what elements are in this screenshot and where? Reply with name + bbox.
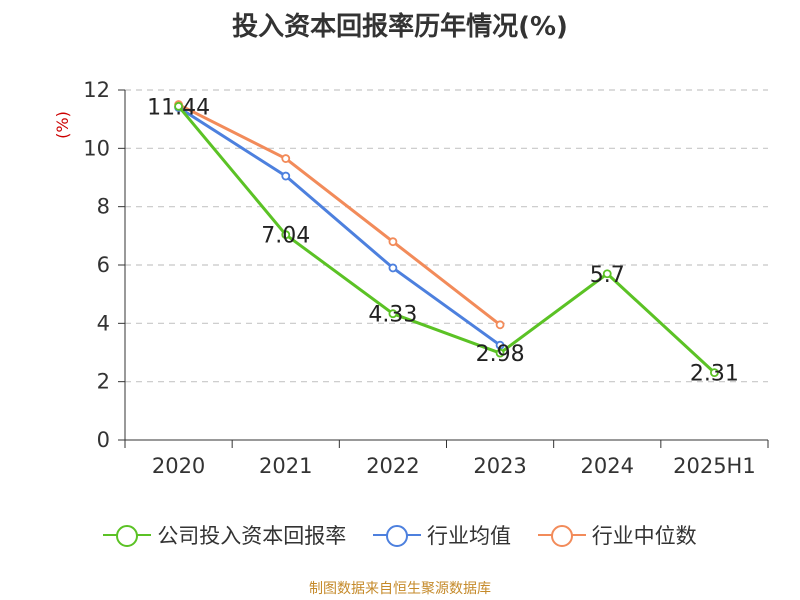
data-point bbox=[174, 101, 183, 111]
data-point bbox=[710, 368, 719, 378]
legend: 公司投入资本回报率 行业均值 行业中位数 bbox=[0, 520, 800, 552]
legend-label: 行业中位数 bbox=[591, 524, 697, 548]
data-label: 7.04 bbox=[261, 224, 310, 249]
legend-label: 公司投入资本回报率 bbox=[157, 524, 347, 548]
data-point bbox=[388, 309, 398, 319]
legend-marker-icon bbox=[373, 523, 421, 547]
data-label: 4.33 bbox=[368, 303, 417, 328]
data-point bbox=[495, 348, 505, 358]
data-point bbox=[281, 171, 291, 181]
data-source-note: 制图数据来自恒生聚源数据库 bbox=[309, 581, 491, 597]
data-label: 5.7 bbox=[590, 263, 625, 288]
legend-label: 行业均值 bbox=[427, 524, 511, 548]
y-axis-label: (%) bbox=[53, 111, 72, 139]
data-point bbox=[495, 320, 505, 330]
y-tick-label: 6 bbox=[97, 253, 110, 277]
y-tick-label: 2 bbox=[97, 370, 110, 394]
legend-marker-icon bbox=[537, 523, 586, 547]
y-tick-label: 8 bbox=[97, 195, 110, 219]
data-point bbox=[281, 230, 291, 240]
series-line bbox=[177, 103, 502, 326]
chart-title: 投入资本回报率历年情况(%) bbox=[232, 12, 568, 42]
series-line bbox=[177, 105, 716, 374]
x-tick-label: 2025H1 bbox=[673, 454, 756, 478]
x-tick-label: 2021 bbox=[259, 454, 312, 478]
legend-item-industry-mean[interactable]: 行业均值 bbox=[373, 520, 511, 550]
data-point bbox=[388, 237, 398, 247]
series-line bbox=[177, 106, 501, 347]
y-tick-label: 0 bbox=[97, 428, 110, 452]
series-lines bbox=[174, 100, 719, 378]
axes: 0 2 4 6 8 10 12 2020 2021 2022 2023 2024 2025H1 (%) bbox=[53, 78, 769, 478]
data-label: 2.98 bbox=[476, 342, 525, 367]
legend-item-company-roic[interactable]: 公司投入资本回报率 bbox=[103, 520, 346, 550]
y-tick-label: 10 bbox=[83, 136, 110, 160]
x-tick-label: 2023 bbox=[473, 454, 526, 478]
data-label: 11.44 bbox=[147, 95, 210, 120]
y-tick-label: 12 bbox=[83, 78, 110, 102]
y-tick-label: 4 bbox=[97, 311, 110, 335]
x-tick-label: 2024 bbox=[581, 454, 634, 478]
legend-item-industry-median[interactable]: 行业中位数 bbox=[537, 520, 697, 550]
data-point bbox=[388, 263, 398, 273]
x-tick-label: 2020 bbox=[152, 454, 205, 478]
data-point bbox=[281, 154, 291, 163]
data-point bbox=[602, 269, 612, 279]
grid-lines bbox=[125, 89, 768, 383]
legend-marker-icon bbox=[103, 523, 152, 547]
data-labels: 11.44 7.04 4.33 2.98 5.7 2.31 bbox=[147, 95, 739, 386]
data-label: 2.31 bbox=[690, 362, 739, 387]
x-tick-label: 2022 bbox=[366, 454, 419, 478]
